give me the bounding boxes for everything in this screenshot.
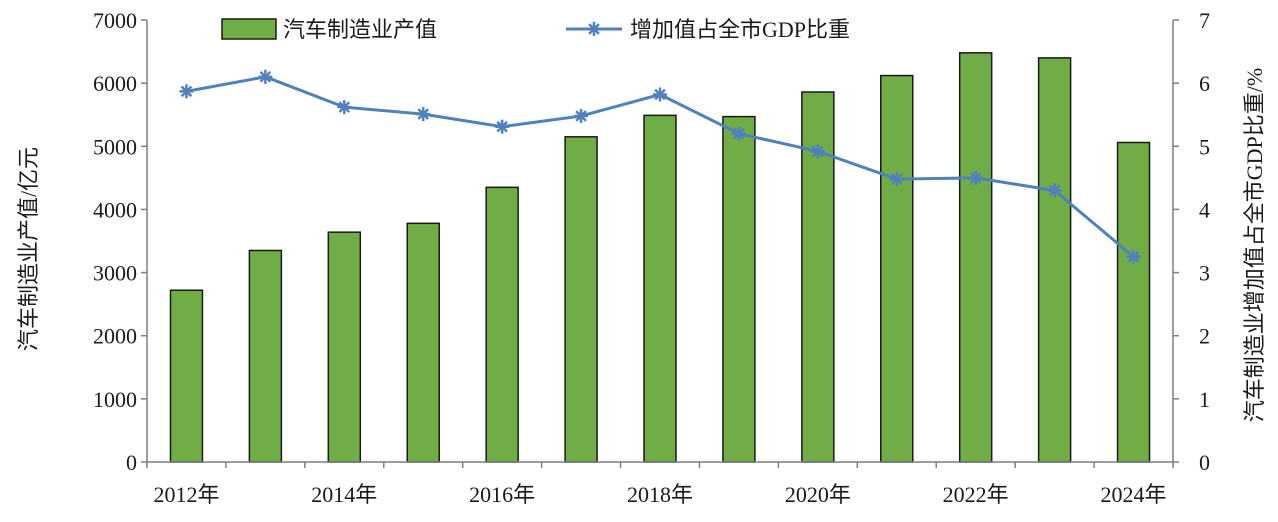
x-tick-label: 2020年 [785, 482, 851, 507]
y-left-tick-label: 7000 [93, 8, 137, 33]
y-right-tick-label: 2 [1199, 324, 1210, 349]
legend-swatch-marker [587, 22, 601, 36]
line-marker-2014 [337, 100, 352, 115]
line-marker-2012 [179, 84, 194, 99]
y-right-axis-title: 汽车制造业增加值占全市GDP比重/% [1242, 68, 1267, 422]
x-tick-label: 2012年 [153, 482, 219, 507]
y-left-tick-label: 2000 [93, 324, 137, 349]
line-marker-2018 [653, 87, 667, 102]
y-right-tick-label: 6 [1199, 71, 1210, 96]
y-right-tick-label: 5 [1199, 134, 1210, 159]
bar-2012 [169, 289, 204, 463]
line-marker-2019 [731, 126, 746, 141]
bar-2015 [406, 222, 440, 463]
bar-2024 [1116, 141, 1151, 463]
bar-2022 [958, 52, 993, 463]
axes: 0 1000 2000 3000 4000 5000 6000 7000 0 1 2 3 4 5 6 7 201… [16, 8, 1267, 507]
line-marker-2013 [258, 69, 273, 84]
line-marker-2024 [1126, 249, 1141, 264]
y-right-tick-label: 4 [1199, 197, 1210, 222]
line-marker-2021 [889, 172, 904, 187]
y-left-tick-label: 3000 [93, 261, 137, 286]
y-left-tick-label: 4000 [93, 197, 137, 222]
x-tick-label: 2016年 [469, 482, 535, 507]
line-marker-2015 [416, 107, 431, 122]
y-right-tick-label: 3 [1199, 261, 1210, 286]
bar-2016 [485, 186, 519, 463]
legend: 汽车制造业产值 增加值占全市GDP比重 [221, 17, 850, 42]
x-tick-label: 2018年 [627, 482, 693, 507]
legend-label-bar: 汽车制造业产值 [283, 17, 437, 42]
y-left-tick-label: 0 [126, 450, 137, 475]
y-left-tick-label: 6000 [93, 71, 137, 96]
bar-series [169, 52, 1151, 463]
legend-item-line: 增加值占全市GDP比重 [566, 17, 850, 42]
x-tick-label: 2014年 [311, 482, 377, 507]
legend-item-bar: 汽车制造业产值 [221, 17, 437, 42]
bar-2021 [880, 74, 914, 463]
line-marker-2016 [495, 119, 510, 134]
bar-2023 [1037, 57, 1072, 463]
bar-2019 [722, 115, 756, 463]
y-right-tick-label: 1 [1199, 387, 1210, 412]
y-right-tick-label: 0 [1199, 450, 1210, 475]
bar-2017 [564, 136, 598, 463]
legend-swatch-bar [221, 18, 277, 40]
y-left-axis-title: 汽车制造业产值/亿元 [16, 147, 41, 351]
line-marker-2020 [810, 144, 825, 159]
line-series [179, 69, 1141, 264]
y-right-tick-label: 7 [1199, 8, 1210, 33]
x-tick-label: 2022年 [943, 482, 1009, 507]
line-marker-2017 [574, 108, 589, 123]
line-marker-2023 [1047, 183, 1062, 198]
legend-label-line: 增加值占全市GDP比重 [630, 17, 850, 42]
bar-2013 [248, 249, 283, 463]
bar-2018 [643, 114, 677, 463]
x-tick-label: 2024年 [1101, 482, 1167, 507]
y-left-tick-label: 1000 [93, 387, 137, 412]
y-left-tick-label: 5000 [93, 134, 137, 159]
bar-2014 [327, 231, 362, 463]
line-marker-2022 [968, 170, 983, 185]
